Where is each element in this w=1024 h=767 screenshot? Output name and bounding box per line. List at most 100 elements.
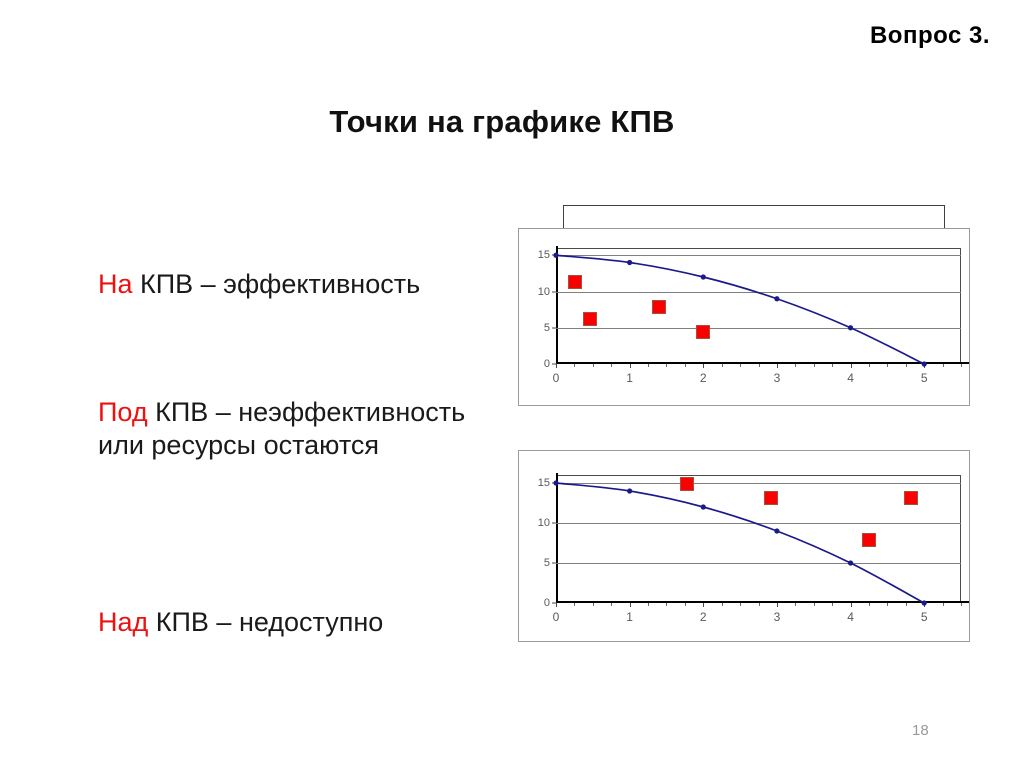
- y-tick-mark: [552, 363, 557, 365]
- page-title: Точки на графике КПВ: [0, 104, 1024, 140]
- x-tick-mark-minor: [961, 603, 962, 606]
- data-point-marker: [582, 312, 597, 327]
- x-tick-mark-minor: [961, 364, 962, 367]
- ppf-curve-line: [555, 482, 925, 604]
- data-point-marker: [652, 299, 667, 314]
- ppf-curve-point: [847, 560, 854, 566]
- x-axis: [556, 601, 969, 603]
- y-tick-mark: [552, 522, 557, 524]
- x-tick-mark-minor: [758, 364, 760, 367]
- ppf-curve-point: [921, 361, 927, 367]
- ppf-curve-point: [553, 252, 559, 258]
- x-tick-mark: [703, 603, 705, 607]
- x-tick-mark-minor: [795, 364, 797, 367]
- data-point-marker: [680, 476, 695, 491]
- list-item: Над КПВ – недоступно: [98, 606, 383, 639]
- ppf-curve-svg: [553, 480, 927, 606]
- bullet-text: КПВ – недоступно: [148, 607, 384, 637]
- data-point-marker: [696, 325, 711, 340]
- x-tick-mark: [629, 364, 631, 368]
- y-tick-mark: [552, 562, 557, 564]
- x-tick-mark-minor: [740, 603, 742, 606]
- x-tick-mark-minor: [648, 364, 650, 367]
- x-tick-mark-minor: [887, 603, 889, 606]
- x-tick-label: 2: [699, 610, 707, 624]
- x-tick-mark-minor: [942, 603, 944, 606]
- x-tick-mark-minor: [758, 603, 760, 606]
- list-item: На КПВ – эффективность: [98, 268, 420, 301]
- x-tick-label: 1: [626, 610, 633, 624]
- x-tick-mark: [556, 364, 557, 368]
- y-tick-label: 0: [543, 597, 550, 609]
- y-axis: [556, 246, 558, 364]
- ppf-curve-point: [847, 325, 854, 331]
- x-tick-mark-minor: [592, 364, 594, 367]
- ppf-curve-point: [774, 528, 780, 534]
- x-tick-mark-minor: [813, 603, 815, 606]
- y-tick-mark: [552, 602, 557, 604]
- y-tick-mark: [552, 291, 557, 292]
- y-tick-label: 15: [537, 477, 550, 489]
- chart-above-ppf: 0 5 10 15 0 1 2 3 4 5: [518, 450, 970, 642]
- x-tick-mark-minor: [887, 364, 889, 367]
- data-point-marker: [764, 491, 779, 506]
- x-tick-label: 5: [920, 610, 928, 624]
- x-tick-mark-minor: [868, 364, 870, 367]
- y-tick-label: 10: [537, 517, 550, 529]
- x-tick-label: 3: [773, 371, 781, 385]
- x-tick-mark-minor: [740, 364, 742, 367]
- page-title-text: Точки на графике КПВ: [329, 104, 675, 139]
- x-tick-mark-minor: [942, 364, 944, 367]
- data-point-marker: [568, 275, 583, 290]
- x-tick-mark-minor: [611, 603, 613, 606]
- gridline: [556, 483, 961, 484]
- x-tick-mark: [776, 603, 778, 607]
- bullet-text: КПВ – неэффективность или ресурсы остают…: [98, 397, 466, 460]
- x-tick-mark-minor: [611, 364, 613, 367]
- bullet-highlight: На: [98, 269, 133, 299]
- x-tick-mark: [850, 603, 852, 607]
- bullet-text: КПВ – эффективность: [132, 269, 421, 299]
- x-tick-label: 1: [626, 371, 633, 385]
- page-number: 18: [912, 722, 929, 739]
- x-tick-mark-minor: [905, 364, 907, 367]
- x-tick-mark: [776, 364, 778, 368]
- x-tick-label: 2: [699, 371, 707, 385]
- chart-plot-area: 0 5 10 15 0 1 2 3 4 5: [538, 473, 969, 624]
- gridline: [556, 563, 961, 564]
- bullet-highlight: Под: [98, 397, 148, 427]
- y-tick-label: 5: [543, 321, 550, 334]
- x-tick-label: 4: [847, 610, 854, 624]
- x-tick-mark: [629, 603, 631, 607]
- ppf-curve-point: [700, 504, 706, 510]
- chart-title-placeholder-box: [563, 205, 945, 231]
- y-tick-mark: [552, 327, 557, 329]
- x-tick-mark-minor: [832, 364, 834, 367]
- x-tick-label: 4: [847, 371, 854, 385]
- chart-plot-area: 0 5 10 15 0 1 2 3 4 5: [538, 246, 969, 385]
- y-tick-label: 10: [537, 285, 550, 298]
- slide-header-label: Вопрос 3.: [869, 22, 990, 49]
- ppf-curve-point: [921, 600, 927, 606]
- x-tick-mark: [703, 364, 705, 368]
- x-tick-mark-minor: [721, 603, 723, 606]
- x-tick-mark-minor: [721, 364, 723, 367]
- x-axis: [556, 362, 969, 364]
- data-point-marker: [903, 491, 918, 506]
- x-tick-mark-minor: [666, 603, 668, 606]
- x-tick-label: 0: [552, 371, 560, 385]
- x-tick-mark-minor: [813, 364, 815, 367]
- chart-under-ppf: 0 5 10 15 0 1 2 3 4 5: [518, 228, 970, 406]
- y-tick-label: 0: [543, 358, 550, 370]
- data-point-marker: [861, 532, 876, 547]
- x-tick-label: 3: [773, 610, 781, 624]
- ppf-curve-point: [774, 296, 780, 302]
- x-tick-mark-minor: [592, 603, 594, 606]
- ppf-curve-point: [627, 259, 633, 266]
- x-tick-mark-minor: [648, 603, 650, 606]
- x-tick-mark-minor: [868, 603, 870, 606]
- x-tick-mark-minor: [795, 603, 797, 606]
- x-tick-mark-minor: [832, 603, 834, 606]
- ppf-curve-line: [555, 254, 925, 365]
- ppf-curve-point: [553, 480, 559, 486]
